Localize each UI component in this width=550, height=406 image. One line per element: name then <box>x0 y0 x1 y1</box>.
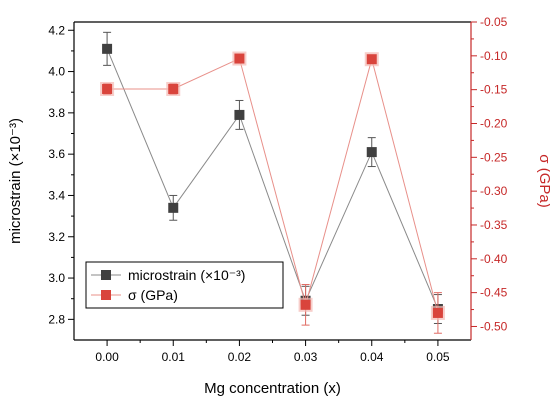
y-right-tick-label: -0.40 <box>480 252 508 266</box>
y-right-tick-label: -0.05 <box>480 15 508 29</box>
x-tick-label: 0.01 <box>162 350 186 364</box>
y-left-tick-label: 3.6 <box>48 147 65 161</box>
y-right-tick-label: -0.15 <box>480 83 508 97</box>
y-right-tick-label: -0.50 <box>480 319 508 333</box>
x-axis-title: Mg concentration (x) <box>204 380 341 397</box>
x-tick-label: 0.02 <box>228 350 252 364</box>
legend-marker <box>101 270 111 280</box>
y-right-axis-title: σ (GPa) <box>536 154 550 207</box>
legend-label: microstrain (×10⁻³) <box>128 267 245 283</box>
y-right-tick-label: -0.25 <box>480 150 508 164</box>
legend-box <box>85 261 284 309</box>
data-point-marker <box>234 53 245 64</box>
data-point-marker <box>102 43 113 54</box>
y-left-axis-title: microstrain (×10⁻³) <box>7 118 24 244</box>
legend-marker <box>101 290 111 300</box>
data-point-marker <box>168 202 179 213</box>
data-point-marker <box>102 83 113 94</box>
y-left-tick-label: 2.8 <box>48 312 65 326</box>
data-point-marker <box>366 147 377 158</box>
y-right-tick-label: -0.20 <box>480 116 508 130</box>
y-left-tick-label: 4.2 <box>48 23 65 37</box>
y-right-tick-label: -0.35 <box>480 218 508 232</box>
series-layer <box>100 31 445 334</box>
data-point-marker <box>234 109 245 120</box>
data-point-marker <box>300 299 311 310</box>
legend-label: σ (GPa) <box>128 287 178 303</box>
y-left-tick-label: 3.4 <box>48 188 65 202</box>
y-left-tick-label: 3.8 <box>48 106 65 120</box>
data-point-marker <box>366 54 377 65</box>
data-point-marker <box>168 83 179 94</box>
y-right-tick-label: -0.45 <box>480 286 508 300</box>
y-left-tick-label: 4.0 <box>48 65 65 79</box>
series-line <box>106 48 439 310</box>
legend: microstrain (×10⁻³) σ (GPa) <box>85 261 284 309</box>
y-left-tick-label: 3.0 <box>48 271 65 285</box>
series-sigma <box>100 51 445 334</box>
data-point-marker <box>432 307 443 318</box>
x-tick-label: 0.04 <box>360 350 384 364</box>
x-tick-label: 0.05 <box>426 350 450 364</box>
axes: 0.00 0.01 0.02 0.03 0.04 0.05 2.8 3.0 3.2 3.4 3.6 3… <box>7 15 550 397</box>
x-tick-label: 0.00 <box>95 350 119 364</box>
series-line <box>107 57 439 314</box>
y-right-tick-label: -0.10 <box>480 49 508 63</box>
y-right-tick-label: -0.30 <box>480 184 508 198</box>
y-left-tick-label: 3.2 <box>48 230 65 244</box>
x-tick-label: 0.03 <box>294 350 318 364</box>
